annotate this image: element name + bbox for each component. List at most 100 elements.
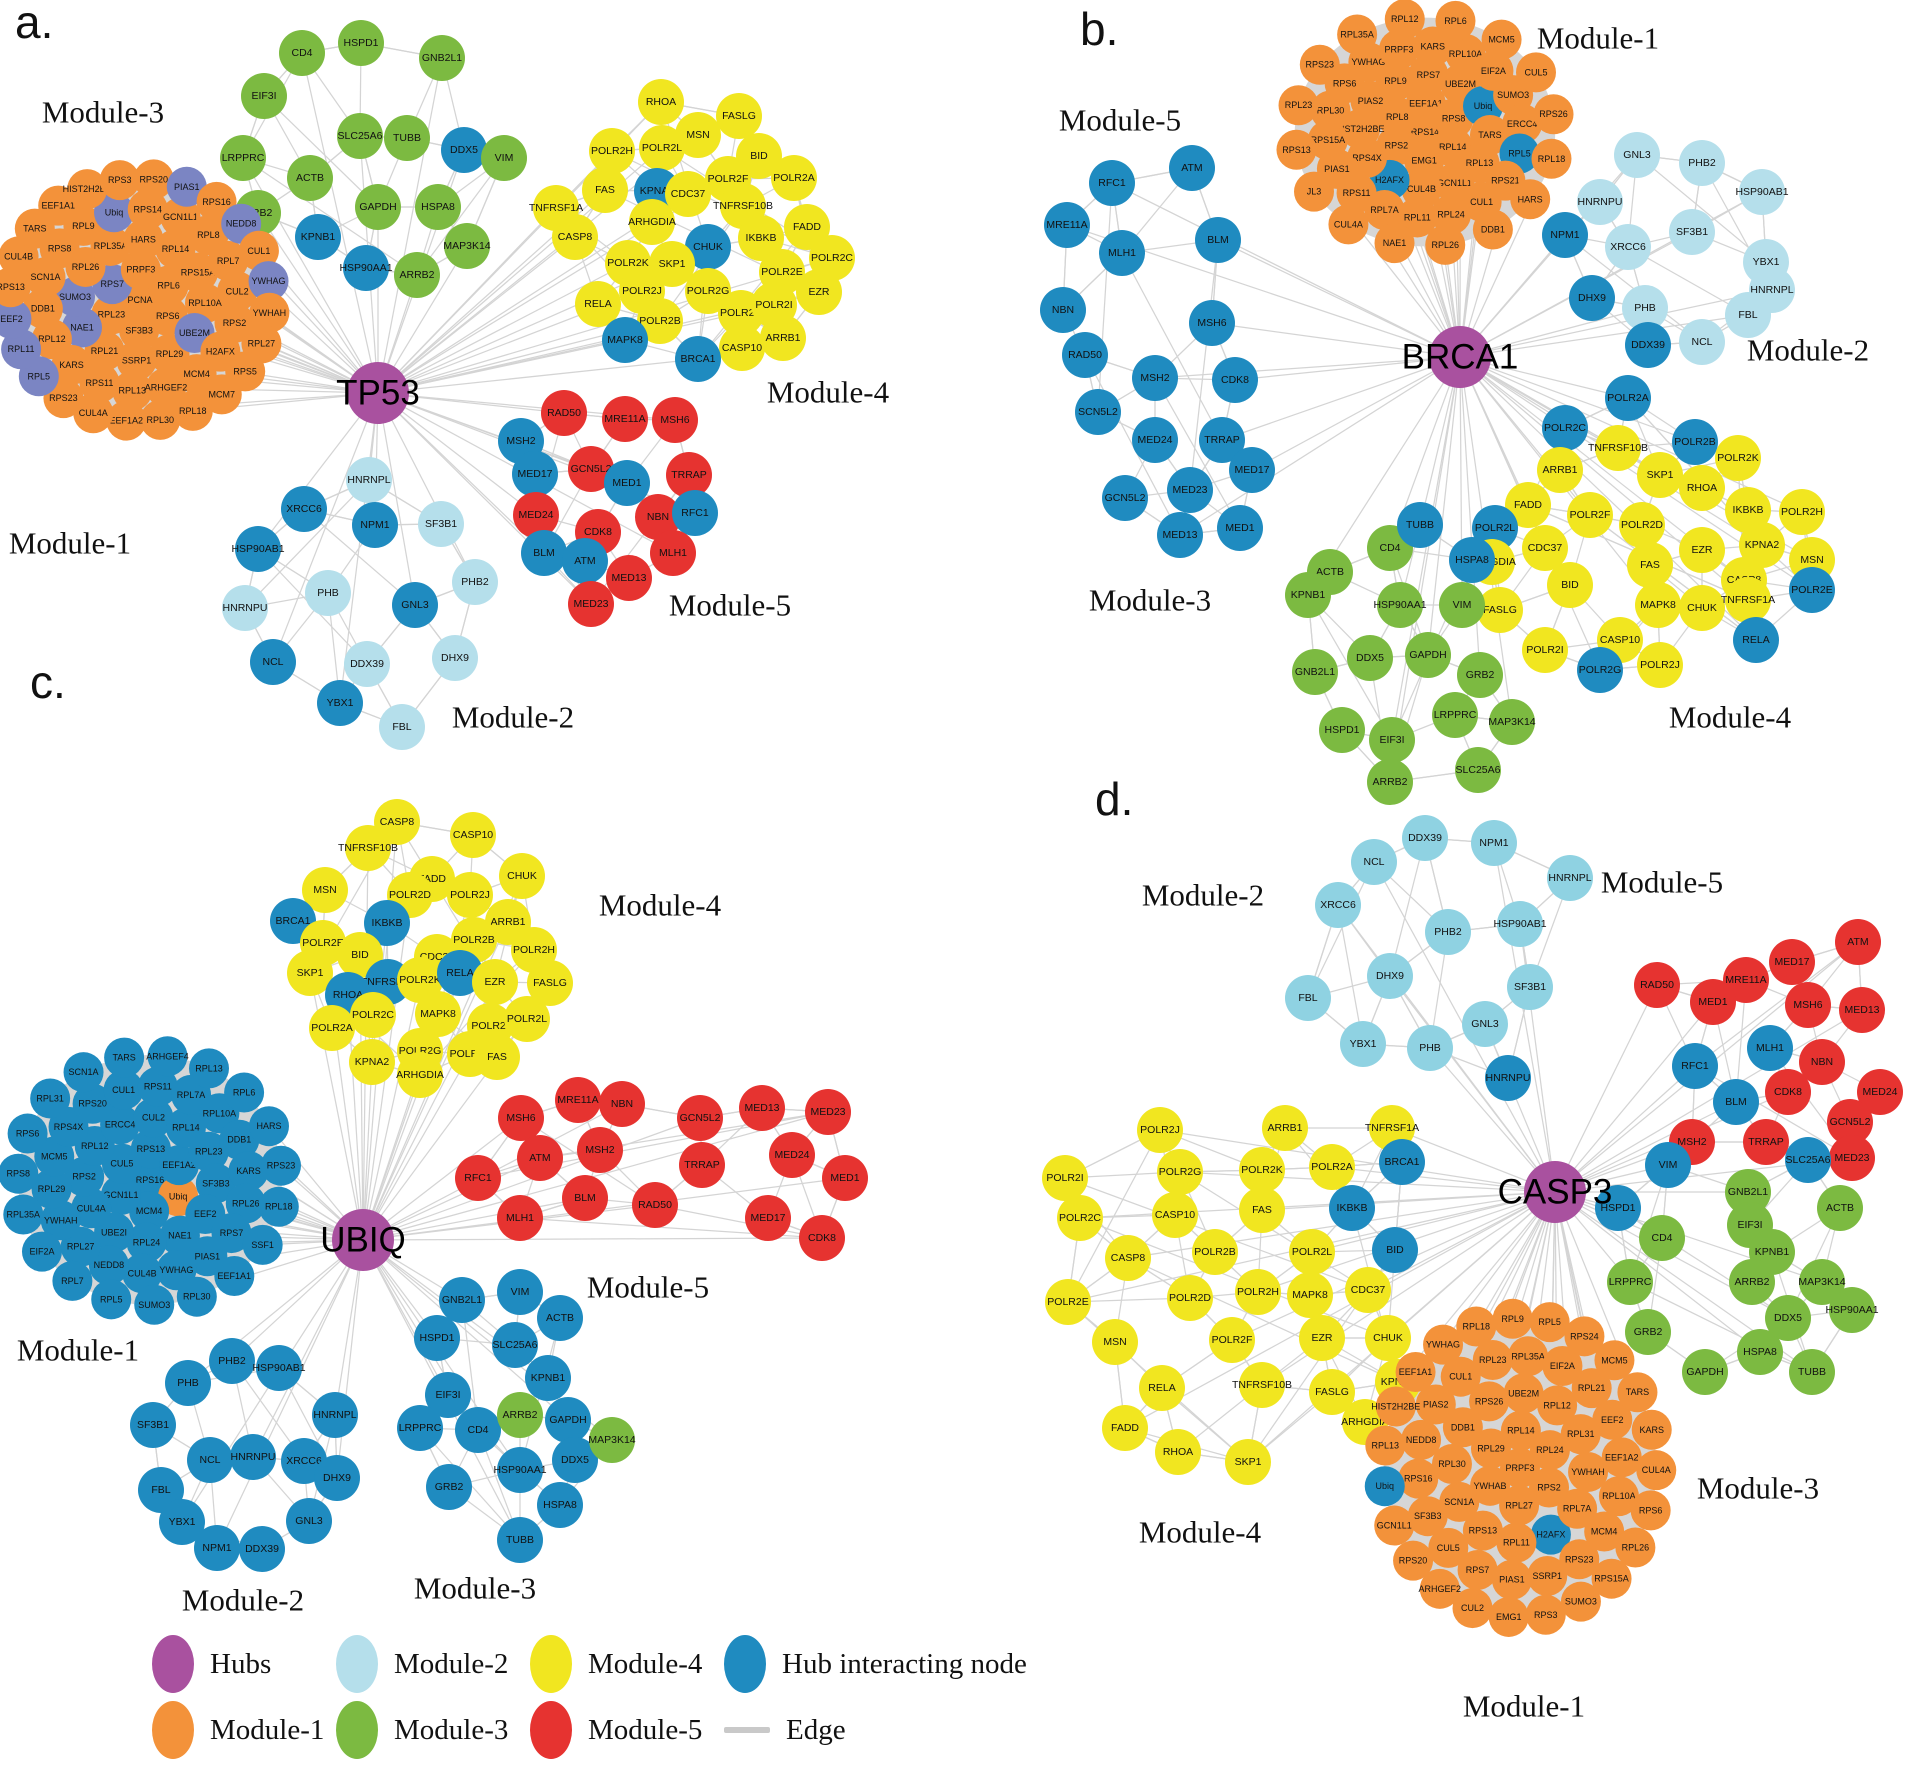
- node-rhoa[interactable]: [1155, 1429, 1201, 1475]
- node-hars[interactable]: [1510, 179, 1551, 220]
- node-tars[interactable]: [1617, 1372, 1658, 1413]
- node-arhgef2[interactable]: [146, 367, 187, 408]
- node-arrb2[interactable]: [1367, 759, 1413, 805]
- node-cul1[interactable]: [103, 1069, 144, 1110]
- node-cdc37[interactable]: [1522, 525, 1568, 571]
- node-rps24[interactable]: [1564, 1316, 1605, 1357]
- node-sf3b1[interactable]: [1507, 964, 1553, 1010]
- node-rpl13[interactable]: [112, 370, 153, 411]
- node-skp1[interactable]: [649, 241, 695, 287]
- node-mre11a[interactable]: [602, 396, 648, 442]
- node-hars[interactable]: [123, 219, 164, 260]
- node-rela[interactable]: [1139, 1365, 1185, 1411]
- node-rpl23[interactable]: [1472, 1339, 1513, 1380]
- node-nbn[interactable]: [599, 1081, 645, 1127]
- hub-tp53[interactable]: [347, 362, 409, 424]
- node-hnrnpu[interactable]: [222, 585, 268, 631]
- node-arrb2[interactable]: [497, 1392, 543, 1438]
- node-faslg[interactable]: [1309, 1369, 1355, 1415]
- node-fbl[interactable]: [1285, 975, 1331, 1021]
- node-polr2j[interactable]: [1137, 1107, 1183, 1153]
- node-ddx39[interactable]: [239, 1526, 285, 1572]
- node-kpna2[interactable]: [1739, 522, 1785, 568]
- node-ywhab[interactable]: [1470, 1465, 1511, 1506]
- node-eif3i[interactable]: [425, 1372, 471, 1418]
- node-nbn[interactable]: [635, 494, 681, 540]
- node-atm[interactable]: [1835, 919, 1881, 965]
- node-npm1[interactable]: [1471, 820, 1517, 866]
- node-polr2e[interactable]: [1045, 1279, 1091, 1325]
- node-rhoa[interactable]: [1679, 465, 1725, 511]
- node-fas[interactable]: [1627, 542, 1673, 588]
- node-sf3b3[interactable]: [1407, 1496, 1448, 1537]
- node-casp10[interactable]: [450, 812, 496, 858]
- node-npm1[interactable]: [1542, 212, 1588, 258]
- node-cul4a[interactable]: [1636, 1450, 1677, 1491]
- node-rps13[interactable]: [1462, 1510, 1503, 1551]
- node-polr2a[interactable]: [1605, 375, 1651, 421]
- node-phb2[interactable]: [209, 1338, 255, 1384]
- node-ssrp1[interactable]: [1527, 1556, 1568, 1597]
- node-rps2[interactable]: [64, 1156, 105, 1197]
- node-rps23[interactable]: [1299, 44, 1340, 85]
- node-xrcc6[interactable]: [281, 486, 327, 532]
- node-eef1a1[interactable]: [214, 1255, 255, 1296]
- node-chuk[interactable]: [1679, 585, 1725, 631]
- node-rhoa[interactable]: [638, 79, 684, 125]
- node-lrpprc[interactable]: [220, 135, 266, 181]
- node-med1[interactable]: [1217, 505, 1263, 551]
- node-mapk8[interactable]: [602, 317, 648, 363]
- node-npm1[interactable]: [194, 1525, 240, 1571]
- node-rpl18[interactable]: [172, 390, 213, 431]
- node-mcm5[interactable]: [1594, 1340, 1635, 1381]
- node-polr2a[interactable]: [771, 155, 817, 201]
- node-atm[interactable]: [562, 538, 608, 584]
- node-ywhag[interactable]: [248, 261, 289, 302]
- node-rpl6[interactable]: [1435, 0, 1476, 41]
- node-lrpprc[interactable]: [1607, 1259, 1653, 1305]
- node-msh2[interactable]: [1132, 355, 1178, 401]
- node-ddb1[interactable]: [1442, 1407, 1483, 1448]
- node-ddb1[interactable]: [1472, 209, 1513, 250]
- node-grb2[interactable]: [1457, 652, 1503, 698]
- node-scn5l2[interactable]: [1075, 389, 1121, 435]
- node-polr2b[interactable]: [637, 298, 683, 344]
- node-map3k14[interactable]: [589, 1417, 635, 1463]
- node-hnrnpu[interactable]: [1485, 1055, 1531, 1101]
- node-med23[interactable]: [1167, 467, 1213, 513]
- node-hnrnpu[interactable]: [1577, 179, 1623, 225]
- node-cd4[interactable]: [455, 1407, 501, 1453]
- node-cul2[interactable]: [133, 1097, 174, 1138]
- node-chuk[interactable]: [1365, 1315, 1411, 1361]
- node-rpl11[interactable]: [1496, 1522, 1537, 1563]
- node-rps11[interactable]: [137, 1066, 178, 1107]
- node-ywhag[interactable]: [1423, 1324, 1464, 1365]
- node-casp10[interactable]: [719, 325, 765, 371]
- node-rpl29[interactable]: [1470, 1428, 1511, 1469]
- node-msn[interactable]: [1092, 1319, 1138, 1365]
- node-msh6[interactable]: [498, 1095, 544, 1141]
- node-arhgdia[interactable]: [397, 1052, 443, 1098]
- node-tnfrsf10b[interactable]: [345, 825, 391, 871]
- node-polr2a[interactable]: [309, 1005, 355, 1051]
- node-sf3b1[interactable]: [130, 1402, 176, 1448]
- node-rpl18[interactable]: [1531, 138, 1572, 179]
- node-ercc4[interactable]: [100, 1104, 141, 1145]
- node-cul5[interactable]: [1515, 52, 1556, 93]
- node-hsp90ab1[interactable]: [1739, 169, 1785, 215]
- node-rps2[interactable]: [1529, 1467, 1570, 1508]
- node-rpl31[interactable]: [1560, 1414, 1601, 1455]
- node-eef2[interactable]: [1592, 1399, 1633, 1440]
- node-rps26[interactable]: [1469, 1381, 1510, 1422]
- node-pias1[interactable]: [1491, 1559, 1532, 1600]
- node-hnrnpu[interactable]: [230, 1434, 276, 1480]
- node-rps13[interactable]: [1276, 129, 1317, 170]
- node-cul4b[interactable]: [122, 1253, 163, 1294]
- node-rfc1[interactable]: [1089, 160, 1135, 206]
- node-med23[interactable]: [568, 581, 614, 627]
- node-eef1a2[interactable]: [158, 1145, 199, 1186]
- node-skp1[interactable]: [1225, 1439, 1271, 1485]
- node-polr2g[interactable]: [685, 268, 731, 314]
- node-kars[interactable]: [1631, 1409, 1672, 1450]
- node-mlh1[interactable]: [1099, 230, 1145, 276]
